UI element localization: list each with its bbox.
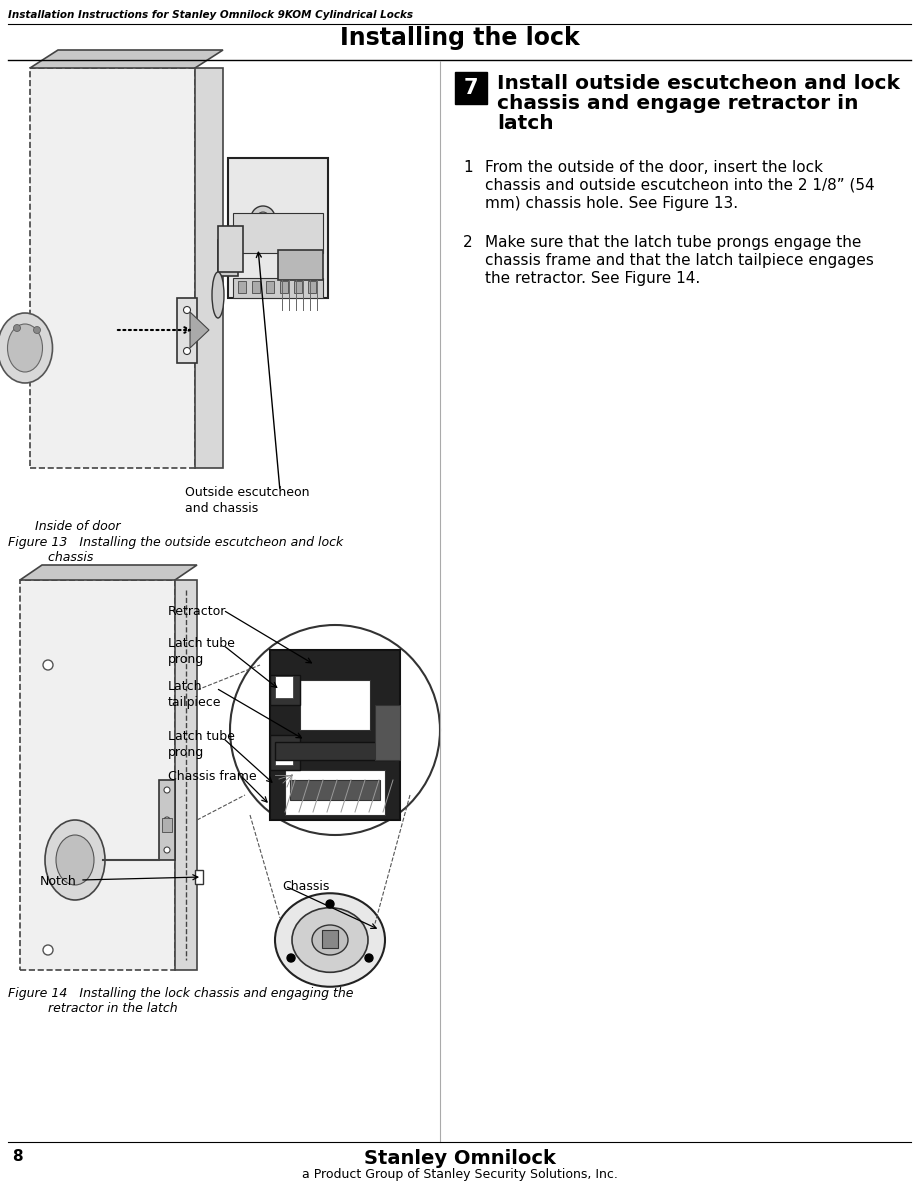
Circle shape (164, 787, 170, 793)
Bar (175, 580, 197, 969)
Text: Figure 13   Installing the outside escutcheon and lock: Figure 13 Installing the outside escutch… (8, 536, 344, 549)
Text: 8: 8 (12, 1149, 23, 1164)
Bar (290, 780, 380, 800)
Bar (233, 278, 323, 298)
Bar (308, 281, 316, 293)
Text: chassis: chassis (8, 551, 94, 565)
Bar (280, 281, 288, 293)
Text: Stanley Omnilock: Stanley Omnilock (364, 1149, 555, 1168)
Text: chassis frame and that the latch tailpiece engages: chassis frame and that the latch tailpie… (485, 252, 874, 268)
Ellipse shape (212, 272, 224, 318)
Ellipse shape (7, 324, 42, 372)
Text: Inside of door: Inside of door (35, 520, 120, 534)
Text: mm) chassis hole. See Figure 13.: mm) chassis hole. See Figure 13. (485, 197, 738, 211)
Bar (375, 705, 400, 760)
Ellipse shape (56, 835, 94, 885)
Circle shape (257, 212, 269, 224)
Text: retractor in the latch: retractor in the latch (8, 1002, 177, 1015)
Text: Installation Instructions for Stanley Omnilock 9KOM Cylindrical Locks: Installation Instructions for Stanley Om… (8, 10, 413, 20)
Text: Latch tube
prong: Latch tube prong (168, 637, 235, 666)
Bar (20, 580, 175, 969)
Circle shape (230, 625, 440, 835)
Bar (275, 743, 293, 765)
Bar (270, 735, 300, 771)
Bar (233, 213, 323, 252)
Bar (30, 68, 195, 468)
Bar (285, 771, 385, 815)
Circle shape (43, 944, 53, 955)
Polygon shape (30, 50, 223, 68)
Bar (195, 869, 203, 884)
Text: Installing the lock: Installing the lock (340, 26, 579, 50)
Ellipse shape (275, 893, 385, 987)
Bar (195, 68, 223, 468)
Bar (162, 818, 172, 833)
Bar (300, 680, 370, 730)
Text: Latch tube
prong: Latch tube prong (168, 730, 235, 759)
Text: Outside escutcheon
and chassis: Outside escutcheon and chassis (185, 486, 310, 515)
Text: 1: 1 (463, 160, 472, 175)
Circle shape (164, 847, 170, 853)
Circle shape (43, 660, 53, 671)
Circle shape (184, 348, 190, 355)
Ellipse shape (45, 819, 105, 900)
Text: Latch
tailpiece: Latch tailpiece (168, 680, 221, 709)
Circle shape (164, 817, 170, 823)
Circle shape (365, 954, 373, 962)
Text: Install outside escutcheon and lock: Install outside escutcheon and lock (497, 74, 900, 93)
Bar (270, 675, 300, 705)
Bar (294, 281, 302, 293)
Bar (218, 241, 238, 276)
Text: 2: 2 (463, 235, 472, 250)
Bar (252, 281, 260, 293)
Circle shape (251, 206, 275, 230)
Bar (159, 780, 175, 860)
Polygon shape (190, 312, 209, 348)
Text: chassis and engage retractor in: chassis and engage retractor in (497, 94, 858, 113)
Text: Make sure that the latch tube prongs engage the: Make sure that the latch tube prongs eng… (485, 235, 861, 250)
Circle shape (33, 326, 40, 333)
Bar (228, 158, 328, 298)
Bar (275, 676, 293, 698)
Text: Chassis frame: Chassis frame (168, 771, 256, 782)
Bar (275, 742, 395, 760)
Text: Retractor: Retractor (168, 605, 226, 618)
Bar (322, 930, 338, 948)
Circle shape (184, 306, 190, 313)
Text: Chassis: Chassis (282, 880, 329, 893)
Bar (177, 298, 197, 363)
Text: latch: latch (497, 114, 553, 133)
Text: Notch: Notch (40, 875, 77, 888)
Bar (455, 71, 487, 104)
Ellipse shape (0, 313, 52, 384)
Ellipse shape (292, 908, 368, 972)
Text: Figure 14   Installing the lock chassis and engaging the: Figure 14 Installing the lock chassis an… (8, 987, 354, 1000)
Ellipse shape (312, 925, 348, 955)
Text: the retractor. See Figure 14.: the retractor. See Figure 14. (485, 272, 700, 286)
Bar (266, 281, 274, 293)
Bar (278, 250, 323, 280)
Text: From the outside of the door, insert the lock: From the outside of the door, insert the… (485, 160, 823, 175)
Circle shape (287, 954, 295, 962)
Text: chassis and outside escutcheon into the 2 1/8” (54: chassis and outside escutcheon into the … (485, 177, 875, 193)
Text: 7: 7 (464, 77, 478, 98)
Bar (218, 226, 243, 272)
Bar (238, 281, 246, 293)
Bar (270, 650, 400, 819)
Circle shape (14, 324, 20, 331)
Polygon shape (20, 565, 197, 580)
Circle shape (326, 900, 334, 908)
Text: a Product Group of Stanley Security Solutions, Inc.: a Product Group of Stanley Security Solu… (301, 1168, 618, 1181)
